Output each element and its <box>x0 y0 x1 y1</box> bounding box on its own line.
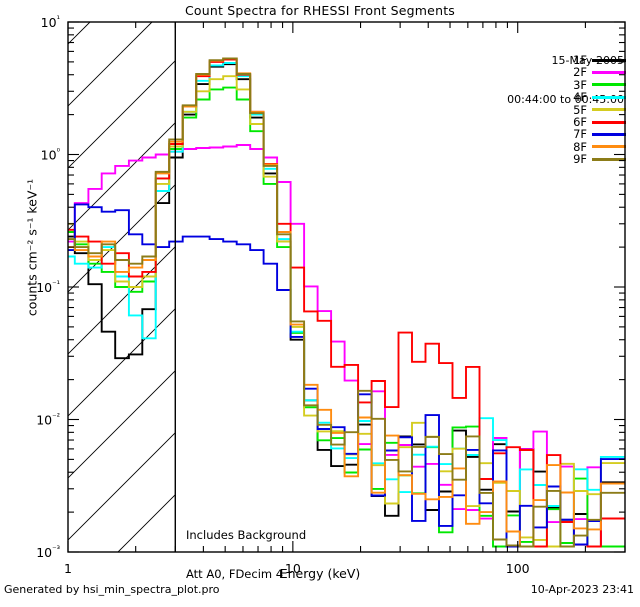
y-tick-label: 10⁻³ <box>36 545 60 560</box>
legend-item-5f: 5F <box>573 102 626 117</box>
legend-item-1f: 1F <box>573 54 626 66</box>
annotation-line-1: Includes Background <box>186 528 307 542</box>
y-tick-label: 10⁻¹ <box>36 280 60 295</box>
legend-label: 1F <box>573 53 587 67</box>
legend-label: 5F <box>573 102 587 117</box>
x-axis-label: Energy (keV) <box>279 566 361 581</box>
footer-generator: Generated by hsi_min_spectra_plot.pro <box>4 583 220 596</box>
y-tick-label: 10⁰ <box>41 148 61 163</box>
legend: 1F 2F 3F 4F 5F 6F 7F 8F 9F <box>573 54 626 166</box>
legend-item-6f: 6F <box>573 116 626 128</box>
legend-color-swatch <box>592 108 626 112</box>
annotation-line-2: Att A0, FDecim 4 <box>186 567 284 581</box>
observation-date: 15-May-2005 <box>551 54 624 67</box>
legend-label: 2F <box>573 65 587 80</box>
legend-label: 8F <box>573 139 587 154</box>
legend-label: 3F <box>573 77 587 92</box>
series-line-9f <box>68 57 625 548</box>
legend-color-swatch <box>592 133 626 137</box>
page-title: Count Spectra for RHESSI Front Segments <box>184 3 456 18</box>
legend-label: 9F <box>573 152 587 167</box>
footer-timestamp: 10-Apr-2023 23:41 <box>530 583 634 596</box>
plot-annotation: Includes Background Att A0, FDecim 4 <box>186 503 306 607</box>
y-tick-label: 10⁻² <box>36 413 60 428</box>
legend-color-swatch <box>592 120 626 124</box>
legend-label: 7F <box>573 127 587 142</box>
x-tick-label: 100 <box>506 561 530 576</box>
y-tick-label: 10¹ <box>41 15 60 30</box>
series-layer <box>68 57 625 548</box>
x-tick-label: 1 <box>64 561 72 576</box>
legend-color-swatch <box>592 71 626 75</box>
legend-label: 6F <box>573 114 587 129</box>
legend-color-swatch <box>592 83 626 87</box>
legend-item-4f: 4F <box>573 90 626 105</box>
legend-color-swatch <box>592 58 626 62</box>
legend-item-8f: 8F <box>573 139 626 154</box>
legend-item-2f: 2F <box>573 65 626 80</box>
legend-color-swatch <box>592 157 626 161</box>
legend-label: 4F <box>573 90 587 105</box>
axis-ticks <box>67 21 626 553</box>
x-tick-label: 10 <box>285 561 301 576</box>
legend-color-swatch <box>592 95 626 99</box>
legend-item-3f: 3F <box>573 77 626 92</box>
legend-color-swatch <box>592 145 626 149</box>
legend-item-7f: 7F <box>573 127 626 142</box>
legend-item-9f: 9F <box>573 152 626 167</box>
